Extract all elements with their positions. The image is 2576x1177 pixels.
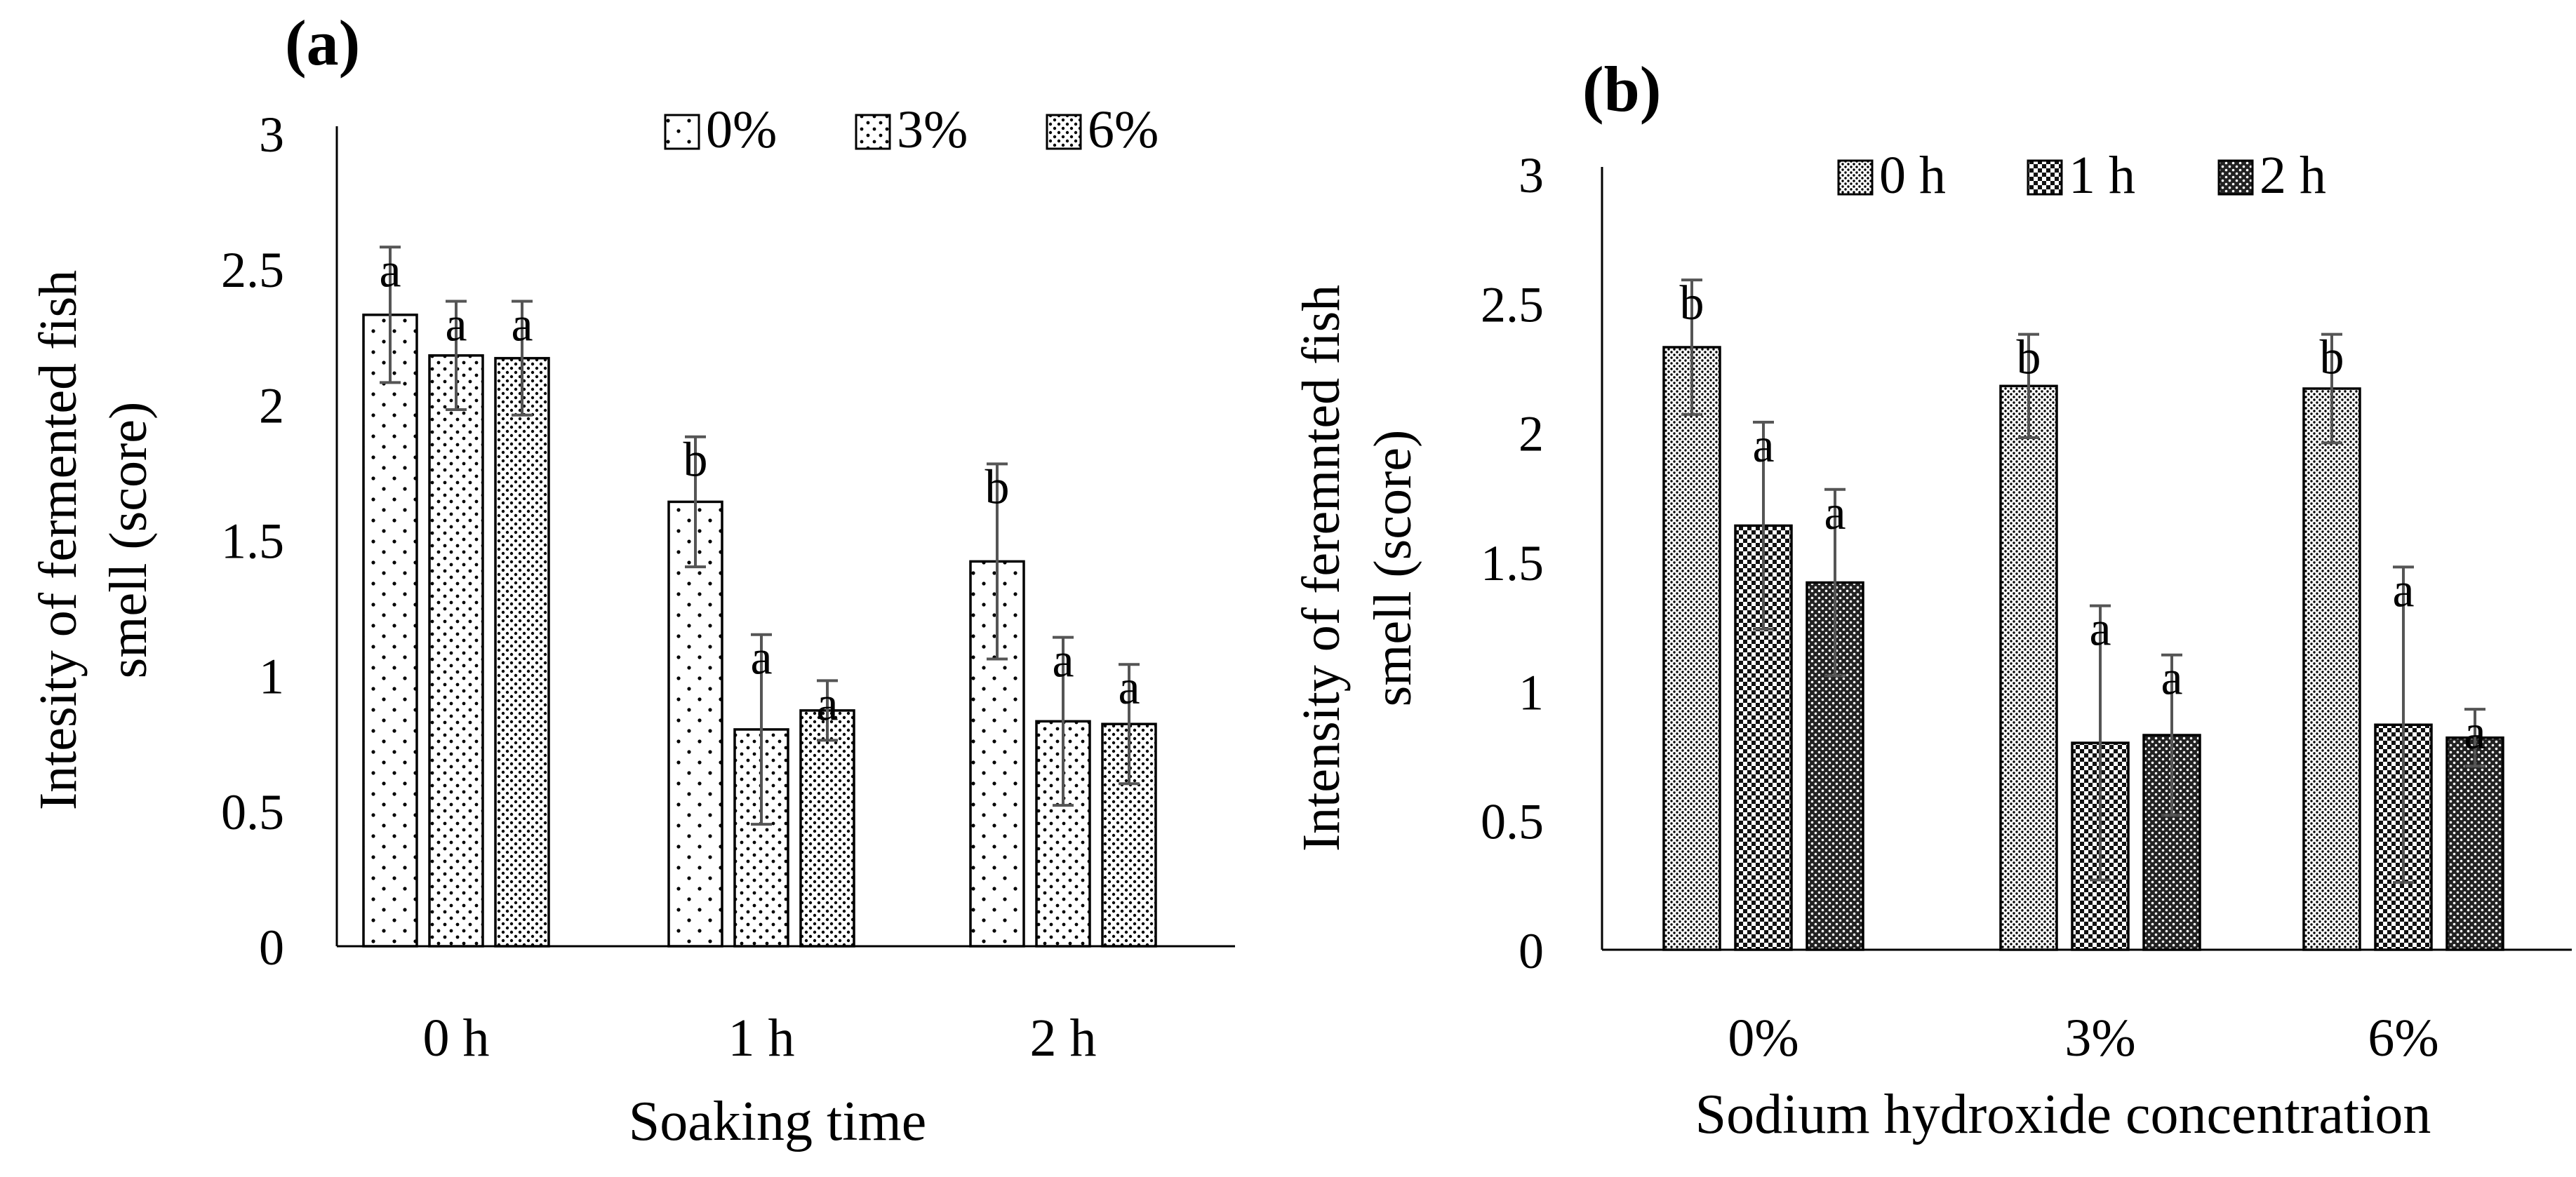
significance-letter: a (1752, 419, 1774, 473)
x-tick-label: 1 h (728, 1009, 795, 1068)
legend-swatch (2027, 159, 2063, 196)
y-tick-label: 1.5 (221, 513, 284, 570)
legend-swatch (1837, 159, 1874, 196)
y-tick-label: 0.5 (221, 784, 284, 840)
y-axis-label: Intesity of fermented fish (29, 270, 88, 810)
significance-letter: a (750, 631, 772, 685)
y-tick-label: 2 (259, 377, 284, 433)
legend-label: 2 h (2260, 146, 2326, 205)
significance-letter: a (2392, 563, 2414, 617)
bar (494, 356, 550, 948)
significance-letter: a (2089, 603, 2111, 657)
bar (2445, 736, 2504, 951)
y-tick-label: 1.5 (1481, 535, 1544, 591)
y-tick-label: 3 (1519, 147, 1544, 203)
y-tick-label: 1 (259, 649, 284, 705)
significance-letter: a (511, 298, 533, 352)
x-axis-label: Sodium hydroxide concentration (1695, 1084, 2431, 1145)
panel-label: (b) (1582, 53, 1661, 125)
y-axis-label: Intensity of feremnted fish (1292, 285, 1351, 852)
significance-letter: b (683, 433, 708, 487)
significance-letter: a (1052, 634, 1074, 688)
significance-letter: a (379, 243, 401, 297)
bar (2302, 387, 2361, 951)
panel-label: (a) (285, 7, 360, 79)
y-tick-label: 0 (259, 920, 284, 976)
y-tick-label: 2.5 (1481, 276, 1544, 332)
legend-label: 6% (1088, 100, 1159, 159)
y-tick-label: 0 (1519, 923, 1544, 979)
y-axis-label: smell (score) (1363, 430, 1422, 707)
legend-label: 0% (706, 100, 777, 159)
significance-letter: b (2320, 331, 2344, 385)
bar (667, 500, 723, 948)
y-axis-label: smell (score) (99, 402, 158, 679)
x-tick-label: 2 h (1030, 1009, 1097, 1068)
x-tick-label: 6% (2368, 1009, 2438, 1068)
significance-letter: b (2017, 331, 2041, 385)
significance-letter: a (2464, 706, 2485, 760)
y-tick-label: 2 (1519, 406, 1544, 462)
significance-letter: b (985, 460, 1010, 514)
legend-swatch (855, 114, 891, 150)
bar (1662, 346, 1721, 951)
bar (1999, 384, 2058, 951)
legend-swatch (1046, 114, 1082, 150)
bar (733, 728, 789, 948)
x-axis-label: Soaking time (629, 1091, 926, 1152)
bar (799, 709, 855, 948)
legend-label: 3% (897, 100, 968, 159)
legend-swatch (664, 114, 700, 150)
y-tick-label: 0.5 (1481, 794, 1544, 850)
x-tick-label: 3% (2064, 1009, 2135, 1068)
legend-label: 1 h (2069, 146, 2135, 205)
y-tick-label: 1 (1519, 664, 1544, 720)
significance-letter: a (2161, 652, 2182, 706)
x-tick-label: 0 h (423, 1009, 490, 1068)
legend-swatch (2217, 159, 2254, 196)
y-tick-label: 2.5 (221, 242, 284, 298)
significance-letter: a (445, 298, 467, 352)
y-tick-label: 3 (259, 107, 284, 163)
x-tick-label: 0% (1728, 1009, 1798, 1068)
significance-letter: a (1118, 661, 1140, 715)
panel-b-chart: (b) 0 0.5 1 1.5 2 2.5 3 Intensity of feremnted f… (1292, 53, 2572, 1145)
legend-label: 0 h (1879, 146, 1946, 205)
significance-letter: a (816, 677, 838, 731)
significance-letter: a (1824, 486, 1846, 540)
bar (428, 354, 484, 948)
significance-letter: b (1680, 276, 1704, 330)
panel-a-chart: (a) 0 0.5 1 1.5 2 2.5 3 Intesity of fermented fi… (29, 7, 1235, 1152)
bar (362, 314, 418, 948)
